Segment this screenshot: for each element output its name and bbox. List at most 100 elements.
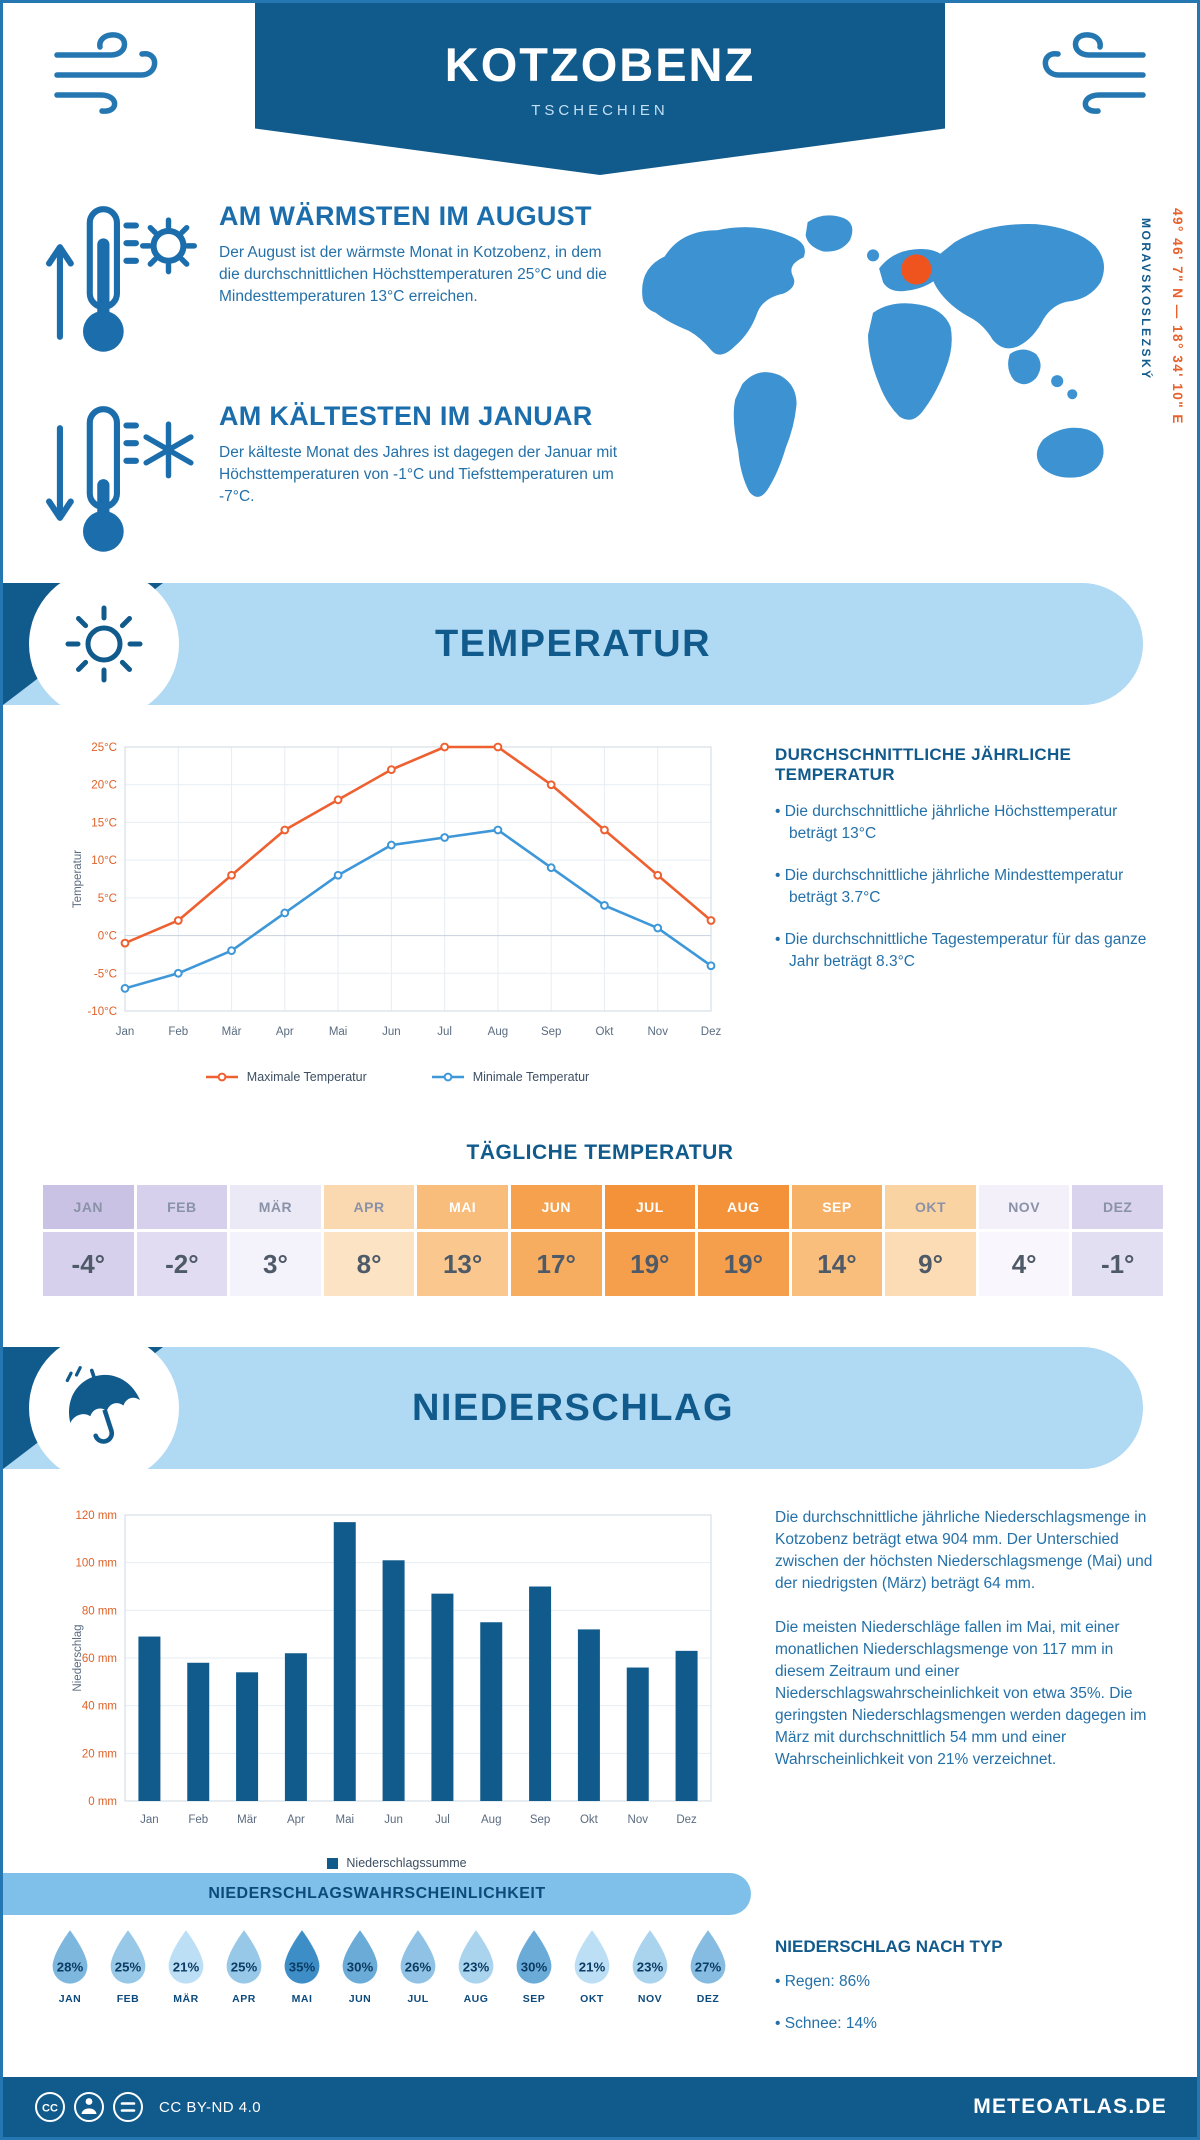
svg-text:23%: 23% — [637, 1960, 664, 1975]
temperature-section-banner: TEMPERATUR — [3, 569, 1143, 719]
svg-text:Jan: Jan — [140, 1814, 159, 1826]
raindrop-icon: 27% — [690, 1930, 726, 1984]
svg-text:Nov: Nov — [648, 1026, 669, 1038]
svg-text:25°C: 25°C — [91, 742, 117, 754]
raindrop-icon: 26% — [400, 1930, 436, 1984]
svg-text:Jun: Jun — [382, 1026, 401, 1038]
precipitation-section-banner: NIEDERSCHLAG — [3, 1333, 1143, 1483]
svg-text:60 mm: 60 mm — [82, 1653, 117, 1665]
warmest-title: AM WÄRMSTEN IM AUGUST — [219, 201, 592, 231]
cc-license-icons[interactable]: CC — [33, 2089, 145, 2125]
svg-text:25%: 25% — [115, 1960, 142, 1975]
svg-text:23%: 23% — [463, 1960, 490, 1975]
precipitation-type-block: NIEDERSCHLAG NACH TYP Regen: 86% Schnee:… — [775, 1937, 1155, 2055]
month-header-cell: AUG — [698, 1185, 789, 1229]
svg-text:Temperatur: Temperatur — [72, 850, 84, 908]
month-header-cell: JAN — [43, 1185, 134, 1229]
svg-text:28%: 28% — [57, 1960, 84, 1975]
drop-month-label: JAN — [58, 1993, 82, 2005]
license-text: CC BY-ND 4.0 — [159, 2098, 262, 2116]
month-header-cell: SEP — [791, 1185, 883, 1229]
drop-month-label: MÄR — [173, 1993, 199, 2005]
svg-text:Jul: Jul — [437, 1026, 452, 1038]
raindrop-icon: 23% — [632, 1930, 668, 1984]
precipitation-chart-legend: Niederschlagssumme — [67, 1856, 727, 1870]
month-header-cell: NOV — [978, 1185, 1070, 1229]
svg-text:Nov: Nov — [628, 1814, 649, 1826]
raindrop-icon: 21% — [574, 1930, 610, 1984]
probability-drop: 28% JAN — [43, 1929, 97, 2005]
svg-text:0 mm: 0 mm — [88, 1796, 117, 1808]
daily-temperature-title: TÄGLICHE TEMPERATUR — [466, 1141, 734, 1164]
precipitation-paragraph: Die meisten Niederschläge fallen im Mai,… — [775, 1619, 1147, 1768]
svg-text:Mai: Mai — [329, 1026, 348, 1038]
drop-month-label: MAI — [291, 1993, 313, 2005]
no-derivatives-icon — [120, 2102, 136, 2112]
thermometer-sun-icon — [45, 201, 198, 369]
country-subtitle: TSCHECHIEN — [531, 102, 669, 119]
probability-drop: 21% MÄR — [159, 1929, 213, 2005]
svg-text:Mai: Mai — [335, 1814, 354, 1826]
temperature-value-row: -4° -2° 3° 8° 13° 17° 19° 19° 14° 9° 4° -1° — [43, 1232, 1163, 1296]
precipitation-type-title: NIEDERSCHLAG NACH TYP — [775, 1937, 1003, 1956]
svg-text:-5°C: -5°C — [94, 968, 117, 980]
month-header-cell: DEZ — [1072, 1185, 1163, 1229]
month-header-row: JAN FEB MÄR APR MAI JUN JUL AUG SEP OKT NOV DEZ — [43, 1185, 1163, 1229]
probability-drop: 23% NOV — [623, 1929, 677, 2005]
svg-text:Mär: Mär — [222, 1026, 242, 1038]
svg-text:10°C: 10°C — [91, 855, 117, 867]
cc-icon: CC — [42, 2103, 58, 2115]
type-item: Regen: 86% — [775, 1971, 1155, 1993]
raindrop-icon: 23% — [458, 1930, 494, 1984]
raindrop-icon: 28% — [52, 1930, 88, 1984]
svg-text:Jun: Jun — [384, 1814, 403, 1826]
probability-drop: 27% DEZ — [681, 1929, 735, 2005]
month-header-cell: JUL — [604, 1185, 696, 1229]
month-header-cell: MAI — [417, 1185, 508, 1229]
title-banner: KOTZOBENZ TSCHECHIEN — [255, 3, 945, 175]
coldest-text: Der kälteste Monat des Jahres ist dagege… — [219, 444, 618, 505]
temperature-value-cell: 8° — [323, 1232, 415, 1296]
probability-drops-row: 28% JAN 25% FEB 21% MÄR 25% APR 35% MAI 30% JUN 26% J… — [43, 1929, 735, 2005]
stat-item: Die durchschnittliche Tagestemperatur fü… — [775, 929, 1157, 973]
raindrop-icon: 21% — [168, 1930, 204, 1984]
drop-month-label: SEP — [522, 1993, 546, 2005]
svg-text:80 mm: 80 mm — [82, 1605, 117, 1617]
wind-icon — [49, 29, 169, 120]
raindrop-icon: 25% — [226, 1930, 262, 1984]
temperature-stats-title: DURCHSCHNITTLICHE JÄHRLICHE TEMPERATUR — [775, 745, 1072, 784]
temperature-value-cell: 9° — [885, 1232, 976, 1296]
page-title: KOTZOBENZ — [444, 38, 756, 91]
raindrop-icon: 35% — [284, 1930, 320, 1984]
svg-text:30%: 30% — [521, 1960, 548, 1975]
coldest-title: AM KÄLTESTEN IM JANUAR — [219, 401, 593, 431]
temperature-line-chart: Jan Feb Mär Apr Mai Jun Jul Aug Sep Okt Nov Dez -10°… — [67, 733, 727, 1084]
svg-text:120 mm: 120 mm — [75, 1510, 117, 1522]
probability-drop: 23% AUG — [449, 1929, 503, 2005]
brand-link[interactable]: METEOATLAS.DE — [973, 2095, 1167, 2118]
probability-drop: 35% MAI — [275, 1929, 329, 2005]
drop-month-label: JUN — [348, 1993, 372, 2005]
svg-text:Dez: Dez — [701, 1026, 722, 1038]
svg-text:35%: 35% — [289, 1960, 316, 1975]
svg-text:Feb: Feb — [188, 1814, 208, 1826]
legend-item: Minimale Temperatur — [431, 1070, 589, 1084]
thermometer-snowflake-icon — [45, 401, 197, 569]
precipitation-text: Die durchschnittliche jährliche Niedersc… — [775, 1507, 1157, 1793]
temperature-value-cell: -4° — [43, 1232, 134, 1296]
svg-text:Dez: Dez — [676, 1814, 697, 1826]
temperature-stats: DURCHSCHNITTLICHE JÄHRLICHE TEMPERATUR D… — [775, 745, 1157, 993]
coldest-month-block: AM KÄLTESTEN IM JANUAR Der kälteste Mona… — [45, 401, 623, 569]
svg-text:21%: 21% — [173, 1960, 200, 1975]
svg-text:Niederschlag: Niederschlag — [72, 1624, 84, 1691]
svg-text:Aug: Aug — [488, 1026, 508, 1038]
svg-text:20°C: 20°C — [91, 780, 117, 792]
temperature-value-cell: 17° — [510, 1232, 602, 1296]
month-header-cell: JUN — [510, 1185, 602, 1229]
temperature-value-cell: -2° — [136, 1232, 228, 1296]
month-header-cell: FEB — [136, 1185, 228, 1229]
svg-text:Sep: Sep — [530, 1814, 550, 1826]
svg-text:Jan: Jan — [116, 1026, 135, 1038]
svg-text:15°C: 15°C — [91, 817, 117, 829]
svg-text:25%: 25% — [231, 1960, 258, 1975]
